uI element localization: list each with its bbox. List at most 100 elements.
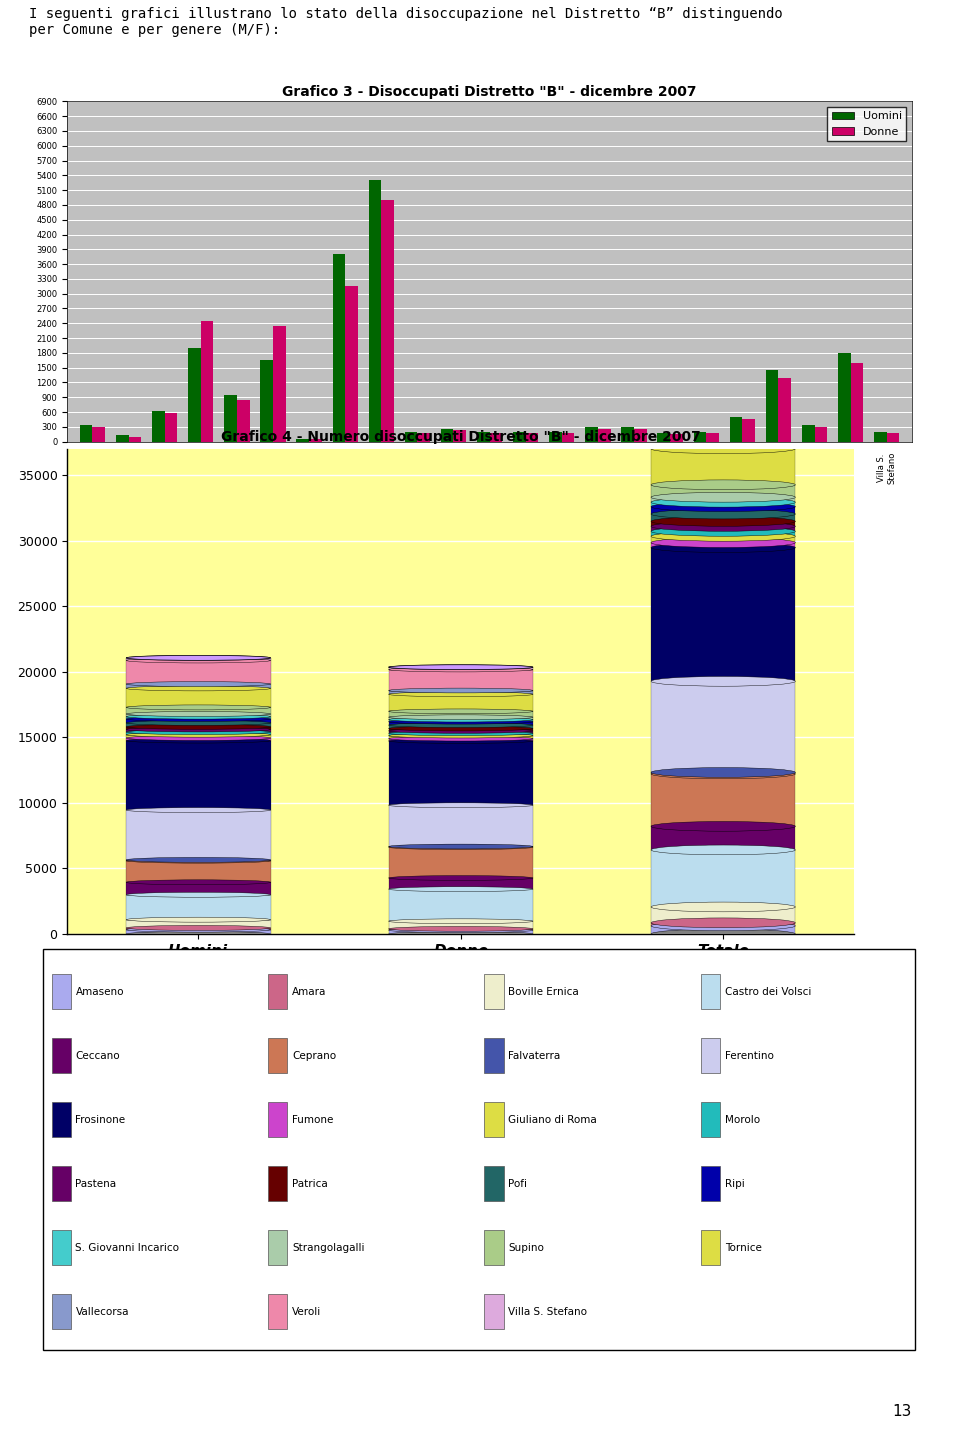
Ellipse shape bbox=[127, 714, 271, 720]
Bar bbox=[389, 728, 533, 731]
Ellipse shape bbox=[389, 715, 533, 720]
Ellipse shape bbox=[651, 436, 795, 446]
Text: Villa S. Stefano: Villa S. Stefano bbox=[508, 1306, 588, 1316]
Bar bbox=[651, 527, 795, 531]
Ellipse shape bbox=[651, 902, 795, 912]
Ellipse shape bbox=[651, 846, 795, 854]
Bar bbox=[651, 906, 795, 922]
Bar bbox=[126, 683, 271, 688]
Ellipse shape bbox=[651, 510, 795, 518]
Bar bbox=[126, 738, 271, 740]
FancyBboxPatch shape bbox=[43, 950, 916, 1350]
Ellipse shape bbox=[651, 821, 795, 831]
Text: Amaseno: Amaseno bbox=[76, 986, 124, 996]
Ellipse shape bbox=[389, 665, 533, 669]
Bar bbox=[586, 427, 598, 442]
Ellipse shape bbox=[127, 711, 271, 717]
Text: Amara: Amara bbox=[292, 986, 326, 996]
Ellipse shape bbox=[389, 710, 533, 714]
FancyBboxPatch shape bbox=[268, 1166, 287, 1202]
Bar bbox=[651, 502, 795, 507]
Bar bbox=[389, 733, 533, 736]
Bar bbox=[126, 720, 271, 723]
Bar bbox=[389, 668, 533, 669]
FancyBboxPatch shape bbox=[52, 1166, 71, 1202]
Bar bbox=[92, 427, 105, 442]
Bar bbox=[730, 417, 742, 442]
Bar bbox=[851, 363, 863, 442]
Bar bbox=[126, 688, 271, 708]
Ellipse shape bbox=[127, 925, 271, 931]
Ellipse shape bbox=[127, 656, 271, 660]
Bar bbox=[297, 439, 309, 442]
Ellipse shape bbox=[127, 808, 271, 812]
Ellipse shape bbox=[389, 844, 533, 850]
Bar bbox=[237, 400, 250, 442]
Bar bbox=[369, 180, 381, 442]
Title: Grafico 3 - Disoccupati Distretto "B" - dicembre 2007: Grafico 3 - Disoccupati Distretto "B" - … bbox=[282, 85, 697, 98]
Bar bbox=[126, 928, 271, 930]
Ellipse shape bbox=[127, 724, 271, 730]
Bar bbox=[453, 430, 467, 442]
Ellipse shape bbox=[651, 497, 795, 507]
Bar bbox=[405, 432, 418, 442]
Text: Tornice: Tornice bbox=[725, 1242, 761, 1253]
Ellipse shape bbox=[651, 921, 795, 931]
Ellipse shape bbox=[389, 731, 533, 736]
Ellipse shape bbox=[127, 931, 271, 937]
Ellipse shape bbox=[651, 769, 795, 779]
Text: Pofi: Pofi bbox=[508, 1179, 527, 1189]
Bar bbox=[875, 432, 887, 442]
Bar bbox=[165, 413, 178, 442]
Bar bbox=[126, 714, 271, 717]
Bar bbox=[651, 925, 795, 934]
Bar bbox=[651, 536, 795, 543]
Text: Fumone: Fumone bbox=[292, 1115, 333, 1125]
Bar bbox=[126, 930, 271, 934]
Bar bbox=[225, 395, 237, 442]
Bar bbox=[802, 426, 814, 442]
Ellipse shape bbox=[389, 736, 533, 741]
FancyBboxPatch shape bbox=[701, 1102, 720, 1137]
Ellipse shape bbox=[127, 892, 271, 898]
FancyBboxPatch shape bbox=[701, 1038, 720, 1073]
Ellipse shape bbox=[389, 928, 533, 933]
Ellipse shape bbox=[389, 728, 533, 733]
Bar bbox=[651, 514, 795, 521]
Bar bbox=[126, 919, 271, 928]
FancyBboxPatch shape bbox=[268, 1102, 287, 1137]
Bar bbox=[381, 200, 394, 442]
Bar bbox=[389, 711, 533, 717]
Ellipse shape bbox=[127, 927, 271, 933]
Ellipse shape bbox=[127, 857, 271, 863]
Text: Patrica: Patrica bbox=[292, 1179, 327, 1189]
Text: Ferentino: Ferentino bbox=[725, 1051, 774, 1061]
Bar bbox=[80, 426, 92, 442]
Ellipse shape bbox=[127, 717, 271, 721]
Bar bbox=[598, 429, 611, 442]
Ellipse shape bbox=[389, 720, 533, 724]
FancyBboxPatch shape bbox=[268, 1231, 287, 1266]
Bar bbox=[477, 432, 490, 442]
Ellipse shape bbox=[389, 725, 533, 731]
Bar bbox=[389, 717, 533, 720]
Bar bbox=[126, 895, 271, 919]
Ellipse shape bbox=[651, 479, 795, 489]
Bar bbox=[651, 543, 795, 547]
Text: Frosinone: Frosinone bbox=[76, 1115, 126, 1125]
Bar bbox=[389, 741, 533, 805]
Ellipse shape bbox=[651, 543, 795, 553]
Bar bbox=[779, 378, 791, 442]
X-axis label: Comuni Distretto "B": Comuni Distretto "B" bbox=[379, 966, 542, 980]
Ellipse shape bbox=[651, 387, 795, 395]
Bar bbox=[389, 736, 533, 738]
Ellipse shape bbox=[127, 730, 271, 734]
Legend: Uomini, Donne: Uomini, Donne bbox=[828, 107, 906, 142]
Bar bbox=[309, 439, 322, 442]
Ellipse shape bbox=[127, 705, 271, 710]
Ellipse shape bbox=[651, 391, 795, 401]
Ellipse shape bbox=[651, 767, 795, 778]
Ellipse shape bbox=[651, 930, 795, 938]
Ellipse shape bbox=[389, 668, 533, 672]
FancyBboxPatch shape bbox=[52, 1038, 71, 1073]
